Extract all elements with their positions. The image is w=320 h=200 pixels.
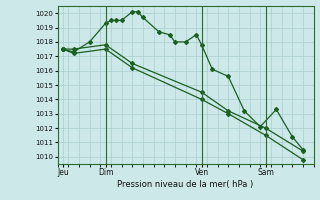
X-axis label: Pression niveau de la mer( hPa ): Pression niveau de la mer( hPa ) <box>117 180 254 189</box>
